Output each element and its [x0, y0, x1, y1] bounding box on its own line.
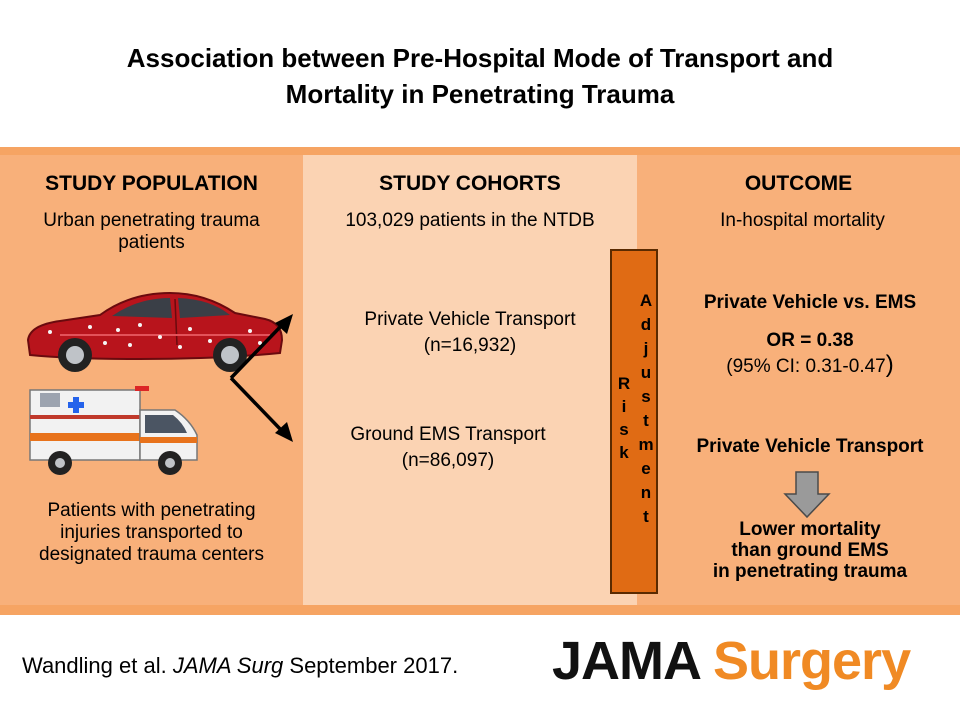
population-desc-line-1: Urban penetrating trauma [43, 210, 260, 231]
ems-cohort-label: Ground EMS Transport [350, 424, 546, 445]
cohorts-heading: STUDY COHORTS [379, 172, 561, 195]
outcome-column [637, 155, 960, 605]
risk-letter: i [621, 397, 627, 416]
population-heading: STUDY POPULATION [45, 172, 258, 195]
private-cohort-n: (n=16,932) [423, 335, 517, 356]
logo-surgery: Surgery [699, 631, 911, 691]
adjustment-letter: m [638, 435, 654, 454]
jama-surgery-logo: JAMA Surgery [552, 630, 911, 692]
risk-letter: k [619, 443, 629, 462]
adjustment-letter: t [643, 507, 649, 526]
confidence-interval: (95% CI: 0.31-0.47) [660, 351, 960, 378]
citation-authors: Wandling et al. [22, 653, 173, 678]
adjustment-letter: d [640, 315, 652, 334]
cohorts-total: 103,029 patients in the NTDB [345, 210, 595, 231]
branch-arrows [229, 314, 293, 442]
ci-close: ) [885, 351, 894, 378]
inclusion-line-3: designated trauma centers [39, 544, 264, 565]
odds-ratio: OR = 0.38 [766, 330, 854, 351]
citation: Wandling et al. JAMA Surg September 2017… [22, 653, 458, 679]
risk-letter: s [619, 420, 629, 439]
finding-line-3: in penetrating trauma [712, 561, 908, 582]
logo-jama: JAMA [552, 631, 700, 691]
adjustment-letter: s [641, 387, 651, 406]
adjustment-letter: n [640, 483, 652, 502]
population-description: Urban penetrating trauma patients [0, 210, 303, 254]
citation-date: September 2017. [283, 653, 459, 678]
private-cohort-label: Private Vehicle Transport [364, 309, 576, 330]
private-cohort: Private Vehicle Transport (n=16,932) [303, 307, 637, 359]
title-line-1: Association between Pre-Hospital Mode of… [126, 43, 834, 73]
finding-line-2: than ground EMS [731, 540, 889, 561]
arrow-up-head [275, 314, 293, 334]
ems-cohort: Ground EMS Transport (n=86,097) [303, 422, 593, 474]
population-inclusion: Patients with penetrating injuries trans… [0, 500, 303, 566]
adjustment-letter: e [641, 459, 651, 478]
finding-conclusion: Lower mortality than ground EMS in penet… [660, 519, 960, 582]
inclusion-line-2: injuries transported to [60, 522, 243, 543]
outcome-measure: In-hospital mortality [720, 210, 885, 231]
inclusion-line-1: Patients with penetrating [47, 500, 256, 521]
risk-adjustment-bar: R i s k A d j u s t m e n t [610, 249, 658, 594]
bullet-riddled-car-image [26, 291, 284, 372]
adjustment-letter: j [643, 339, 649, 358]
adjustment-letter: t [643, 411, 649, 430]
population-desc-line-2: patients [118, 232, 185, 253]
arrow-down-head [275, 422, 293, 442]
finding-line-1: Lower mortality [739, 519, 881, 540]
citation-journal: JAMA Surg [172, 653, 284, 678]
adjustment-letter: A [639, 291, 653, 310]
ambulance-image [29, 386, 198, 475]
finding-subject: Private Vehicle Transport [696, 436, 924, 457]
ci-value: (95% CI: 0.31-0.47 [726, 356, 886, 377]
cohorts-column [303, 155, 637, 605]
page-title: Association between Pre-Hospital Mode of… [0, 40, 960, 112]
outcome-heading: OUTCOME [744, 172, 853, 195]
title-line-2: Mortality in Penetrating Trauma [285, 79, 675, 109]
down-arrow-icon [783, 471, 831, 519]
ems-cohort-n: (n=86,097) [401, 450, 495, 471]
outcome-comparison: Private Vehicle vs. EMS [703, 292, 917, 313]
adjustment-letter: u [640, 363, 652, 382]
population-column [0, 155, 303, 605]
risk-letter: R [617, 374, 631, 393]
